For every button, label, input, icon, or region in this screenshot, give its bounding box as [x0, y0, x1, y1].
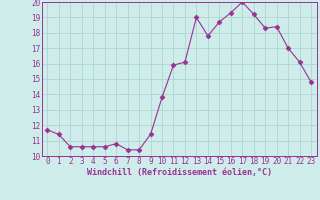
X-axis label: Windchill (Refroidissement éolien,°C): Windchill (Refroidissement éolien,°C): [87, 168, 272, 177]
